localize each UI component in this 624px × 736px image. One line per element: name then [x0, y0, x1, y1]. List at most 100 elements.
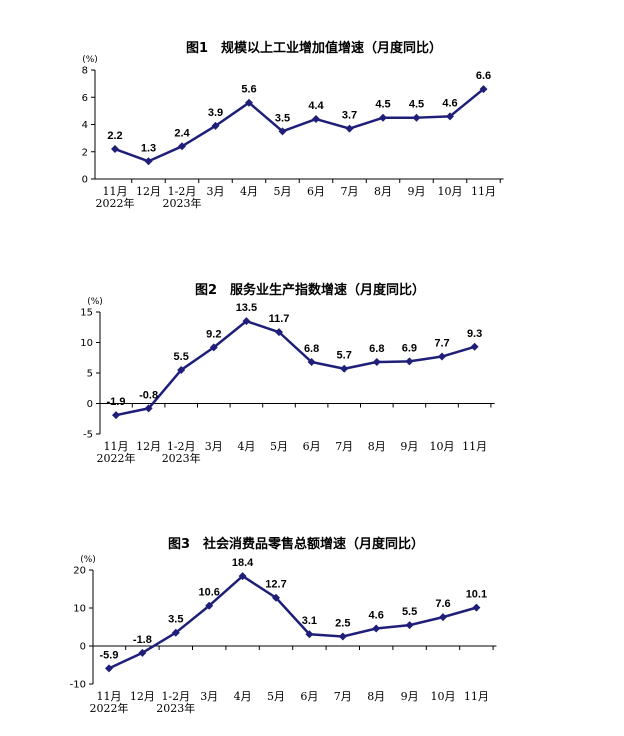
data-point [439, 613, 447, 622]
data-label: 5.6 [241, 84, 256, 96]
series-line [108, 574, 477, 670]
data-label: 9.3 [467, 328, 482, 340]
data-label: -0.8 [139, 389, 158, 401]
y-tick-label: 6 [82, 93, 88, 104]
data-point [405, 357, 414, 366]
data-point [144, 157, 153, 166]
y-tick-label: 15 [80, 308, 93, 319]
x-tick-label: 6月 [303, 440, 321, 453]
data-label: 4.6 [369, 610, 384, 622]
x-tick-label: 6月 [307, 185, 325, 198]
x-tick-label: 11月 [97, 690, 122, 703]
y-tick-label: 2 [82, 147, 88, 158]
data-point [446, 112, 454, 121]
x-tick-label: 1-2月 [167, 440, 196, 453]
data-point [379, 113, 387, 122]
data-point [205, 601, 214, 610]
x-tick-label: 5月 [270, 440, 288, 453]
data-label: 6.6 [476, 70, 491, 82]
year-label: 2022年 [97, 451, 136, 465]
unit-label: (%) [80, 555, 96, 565]
data-point [138, 648, 147, 657]
data-label: 2.5 [335, 618, 350, 630]
data-point [105, 664, 113, 673]
data-point [338, 632, 347, 641]
data-label: 1.3 [141, 142, 156, 154]
x-tick-label: 3月 [200, 690, 218, 703]
x-tick-label: 8月 [374, 185, 392, 198]
year-label: 2023年 [163, 196, 202, 210]
chart-title: 图2 服务业生产指数增速（月度同比） [195, 282, 425, 298]
year-label: 2023年 [162, 451, 201, 465]
data-point [340, 364, 349, 373]
data-label: 3.1 [302, 615, 317, 627]
data-point [171, 628, 180, 637]
data-point [177, 365, 186, 374]
year-label: 2022年 [90, 701, 129, 715]
data-label: 12.7 [265, 579, 286, 591]
data-label: -1.9 [107, 396, 126, 408]
data-point [278, 127, 287, 136]
data-point [112, 411, 120, 420]
data-label: 4.5 [375, 99, 390, 111]
data-point [305, 630, 314, 639]
data-point [479, 85, 488, 94]
data-label: 10.6 [198, 587, 219, 599]
x-tick-label: 10月 [430, 440, 455, 453]
y-tick-label: 0 [82, 175, 88, 186]
data-label: 5.7 [337, 350, 352, 362]
unit-label: (%) [82, 55, 98, 65]
data-point [307, 358, 316, 367]
data-point [405, 621, 414, 630]
data-label: -1.8 [133, 634, 152, 646]
data-point [412, 113, 421, 122]
data-point [472, 603, 481, 612]
data-point [209, 343, 218, 352]
unit-label: (%) [87, 297, 103, 307]
data-label: 9.2 [206, 328, 221, 340]
x-tick-label: 9月 [401, 690, 419, 703]
data-label: 3.9 [208, 107, 223, 119]
x-tick-label: 12月 [130, 690, 155, 703]
data-point [238, 572, 247, 581]
y-tick-label: 8 [82, 66, 88, 77]
data-label: 6.8 [369, 343, 384, 355]
data-label: 10.1 [466, 589, 487, 601]
data-label: 4.6 [442, 97, 457, 109]
data-point [275, 328, 283, 337]
y-tick-label: 5 [87, 369, 93, 380]
y-tick-label: 0 [87, 399, 93, 410]
x-tick-label: 12月 [136, 185, 161, 198]
x-tick-label: 12月 [136, 440, 161, 453]
data-label: 18.4 [232, 557, 254, 569]
data-point [470, 342, 479, 351]
industrial-value-added-chart: 图1 规模以上工业增加值增速（月度同比） (%)0246811月2022年12月… [82, 40, 504, 210]
y-tick-label: 4 [82, 120, 88, 131]
x-tick-label: 4月 [240, 185, 258, 198]
x-tick-label: 11月 [103, 185, 128, 198]
data-point [438, 352, 446, 361]
data-point [312, 115, 320, 124]
data-label: 5.5 [174, 351, 189, 363]
data-label: 3.7 [342, 110, 357, 122]
x-tick-label: 11月 [464, 690, 489, 703]
x-tick-label: 11月 [462, 440, 487, 453]
data-label: 2.4 [174, 127, 190, 139]
data-point [245, 98, 253, 107]
services-production-index-chart: 图2 服务业生产指数增速（月度同比） (%) -5 0 5 10 15 11月 2022年12… [80, 282, 495, 465]
x-tick-label: 3月 [205, 440, 223, 453]
data-label: 5.5 [402, 606, 417, 618]
y-tick-label: -5 [83, 430, 93, 441]
x-tick-label: 1-2月 [161, 690, 190, 703]
data-label: 3.5 [168, 614, 183, 626]
data-point [345, 124, 354, 133]
data-label: 3.5 [275, 112, 290, 124]
data-point [372, 358, 381, 367]
y-tick-label: 10 [73, 604, 86, 615]
x-tick-label: 4月 [237, 440, 255, 453]
data-point [211, 121, 220, 130]
x-tick-label: 4月 [234, 690, 252, 703]
y-tick-label: 10 [80, 338, 93, 349]
